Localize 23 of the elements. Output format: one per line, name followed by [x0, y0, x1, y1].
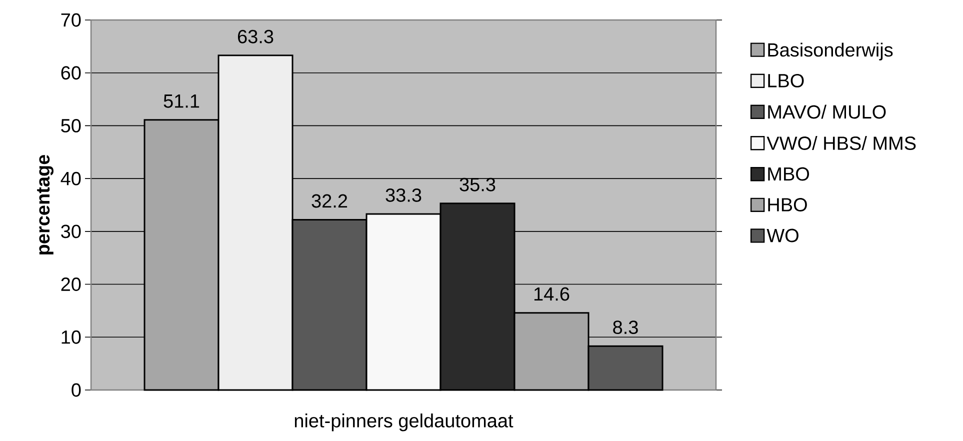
legend-label: LBO [768, 74, 804, 88]
data-label: 32.2 [312, 194, 348, 208]
y-tick-label: 0 [72, 383, 81, 397]
data-label: 51.1 [164, 94, 200, 108]
x-tick-label: niet-pinners geldautomaat [294, 414, 514, 432]
legend-label: MAVO/ MULO [768, 104, 886, 119]
y-tick-label: 20 [61, 278, 81, 292]
y-tick-label: 30 [61, 224, 81, 238]
y-tick-label: 60 [61, 66, 81, 80]
y-tick-label: 70 [61, 13, 81, 27]
data-label: 63.3 [238, 30, 274, 44]
y-tick-label: 40 [60, 172, 81, 186]
data-label: 33.3 [386, 188, 422, 202]
data-label: 14.6 [534, 287, 570, 301]
legend-label: WO [766, 228, 798, 242]
legend-label: VWO/ HBS/ MMS [766, 136, 916, 150]
y-axis-title: percentage [37, 154, 54, 254]
legend-label: HBO [768, 198, 807, 212]
y-tick-label: 10 [62, 330, 81, 344]
legend-label: Basisonderwijs [768, 42, 893, 60]
data-label: 8.3 [613, 320, 638, 334]
y-tick-label: 50 [61, 118, 81, 132]
legend-label: MBO [768, 167, 810, 181]
